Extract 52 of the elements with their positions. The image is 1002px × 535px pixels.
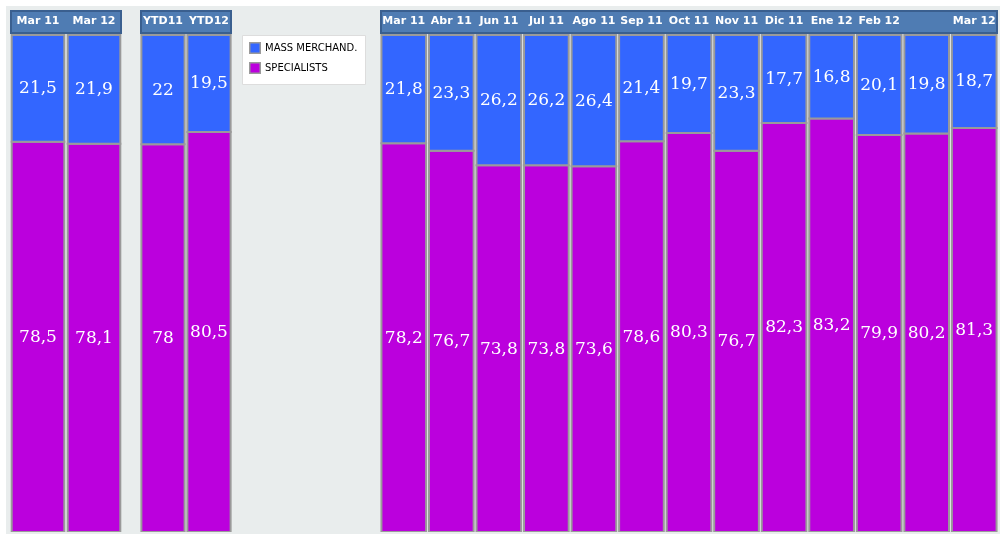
x-tick-label: Dic 11 <box>764 13 804 27</box>
x-tick-label: Mar 12 <box>952 13 996 27</box>
data-label: 81,3 <box>955 318 994 339</box>
x-tick-label: Ago 11 <box>572 13 616 27</box>
data-label: 19,5 <box>190 72 228 93</box>
data-label: 76,7 <box>717 330 756 351</box>
data-label: 78,2 <box>384 326 423 347</box>
data-label: 26,2 <box>527 89 566 110</box>
data-label: 22 <box>152 78 174 99</box>
x-tick-label: YTD11 <box>142 13 183 27</box>
data-label: 83,2 <box>812 314 851 335</box>
x-tick-label: Jul 11 <box>527 13 564 27</box>
data-label: 76,7 <box>432 330 471 351</box>
data-label: 20,1 <box>860 73 899 94</box>
data-label: 19,7 <box>670 72 708 93</box>
data-label: 26,4 <box>574 89 613 110</box>
x-tick-label: Ene 12 <box>810 13 853 27</box>
legend-label: MASS MERCHAND. <box>265 42 358 53</box>
data-label: 21,4 <box>622 77 661 98</box>
x-tick-label: Mar 12 <box>72 13 116 27</box>
data-label: 73,8 <box>479 337 518 358</box>
data-label: 82,3 <box>765 316 804 337</box>
x-tick-label: Mar 11 <box>16 13 60 27</box>
x-tick-label: YTD12 <box>188 13 229 27</box>
data-label: 16,8 <box>812 65 851 86</box>
legend-label: SPECIALISTS <box>265 62 328 73</box>
data-label: 21,9 <box>75 78 113 99</box>
x-tick-label: Jun 11 <box>478 13 519 27</box>
x-tick-label: Feb 12 <box>858 13 900 27</box>
data-label: 78,1 <box>75 326 113 347</box>
data-label: 80,3 <box>670 321 708 342</box>
data-label: 17,7 <box>765 67 804 88</box>
data-label: 73,8 <box>527 337 566 358</box>
data-label: 21,5 <box>19 77 57 98</box>
x-tick-label: Abr 11 <box>430 13 472 27</box>
data-label: 78 <box>152 327 174 348</box>
x-tick-label: Mar 11 <box>382 13 426 27</box>
x-tick-label: Sep 11 <box>620 13 663 27</box>
data-label: 79,9 <box>860 322 899 343</box>
data-label: 23,3 <box>717 81 756 102</box>
x-tick-label: Oct 11 <box>668 13 710 27</box>
x-tick-label: Nov 11 <box>715 13 759 27</box>
data-label: 26,2 <box>479 89 518 110</box>
data-label: 23,3 <box>432 81 471 102</box>
data-label: 21,8 <box>384 78 423 99</box>
data-label: 78,6 <box>622 325 661 346</box>
data-label: 18,7 <box>955 70 994 91</box>
data-label: 19,8 <box>907 73 946 94</box>
data-label: 80,5 <box>190 320 228 341</box>
data-label: 80,2 <box>907 321 946 342</box>
data-label: 78,5 <box>19 325 57 346</box>
data-label: 73,6 <box>574 338 613 359</box>
